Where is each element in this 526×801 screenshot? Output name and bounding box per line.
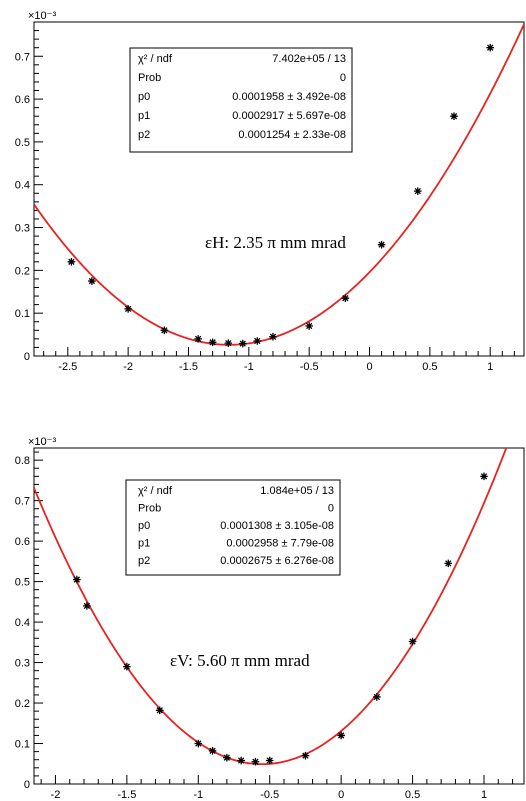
plot-frame (33, 21, 525, 357)
stats-box-frame (125, 479, 341, 576)
data-point (269, 332, 277, 341)
x-tick-label: -1 (193, 789, 203, 801)
data-point (67, 257, 76, 266)
fit-curve (34, 23, 524, 346)
y-tick-label: 0.3 (15, 658, 30, 670)
data-point (208, 747, 217, 755)
data-point (237, 756, 245, 765)
data-point (160, 326, 169, 335)
x-tick-label: -0.5 (300, 361, 319, 373)
chart-1: -2.5 -2 -1.5 -1 -0.5 0 0.5 1 0 0.1 0.2 0.3 0.4 0.5 0.6… (15, 10, 525, 373)
fit-curve (34, 448, 508, 766)
stats-box-frame (129, 47, 353, 153)
data-point (413, 187, 422, 195)
data-point (253, 337, 262, 345)
stats-value: 0.0002958 ± 7.79e-08 (226, 538, 334, 550)
stats-label: Prob (138, 72, 161, 84)
y-tick-label: 0.4 (15, 617, 30, 629)
data-point (224, 339, 233, 347)
data-point (194, 335, 202, 343)
data-point (480, 472, 488, 481)
data-point (408, 637, 417, 646)
y-tick-label: 0.6 (15, 94, 30, 106)
y-tick-label: 0.8 (15, 455, 30, 467)
stats-value: 1.084e+05 / 13 (260, 485, 334, 497)
data-point (251, 757, 260, 766)
data-point (123, 662, 131, 671)
stats-value: 0.0001308 ± 3.105e-08 (220, 520, 334, 532)
y-tick-label: 0.4 (15, 180, 30, 192)
x-tick-label: -1 (244, 361, 254, 373)
data-point (486, 43, 495, 52)
data-point (223, 753, 231, 762)
data-point (83, 602, 91, 610)
data-point (238, 339, 247, 348)
stats-label: p2 (138, 129, 150, 141)
data-point (73, 575, 81, 584)
y-tick-label: 0.7 (15, 51, 30, 63)
x-tick-label: -2.5 (58, 361, 77, 373)
data-point (341, 294, 350, 302)
x-tick-label: 0 (366, 361, 372, 373)
data-point (377, 240, 386, 249)
data-point (450, 112, 458, 121)
stats-box: χ² / ndf 1.084e+05 / 13 Prob 0 p0 0.0001308 ±… (125, 479, 341, 576)
stats-value: 0.0002675 ± 6.276e-08 (220, 555, 334, 567)
y-exponent-label: ×10⁻³ (28, 10, 56, 22)
stats-label: p0 (138, 520, 150, 532)
stats-box: χ² / ndf 7.402e+05 / 13 Prob 0 p0 0.0001958 ±… (129, 47, 353, 153)
y-tick-label: 0.5 (15, 577, 30, 589)
data-point (265, 756, 274, 765)
data-point (305, 322, 313, 330)
x-tick-label: 0 (338, 789, 344, 801)
x-tick-label: 0.5 (422, 361, 437, 373)
emittance-annotation: εH: 2.35 π mm mrad (205, 233, 346, 252)
y-tick-label: 0.1 (15, 739, 30, 751)
stats-value: 0.0001254 ± 2.33e-08 (238, 129, 346, 141)
stats-value: 7.402e+05 / 13 (272, 53, 346, 65)
data-point (194, 739, 203, 748)
y-tick-label: 0 (24, 779, 30, 791)
data-point (208, 338, 217, 347)
y-tick-label: 0.5 (15, 137, 30, 149)
stats-value: 0 (340, 72, 346, 84)
data-point (373, 693, 381, 701)
data-point (155, 706, 164, 715)
x-tick-label: -2 (51, 789, 61, 801)
x-tick-label: -1.5 (117, 789, 136, 801)
data-point (124, 305, 132, 313)
stats-label: p0 (138, 91, 150, 103)
y-tick-label: 0 (24, 351, 30, 363)
stats-label: p2 (138, 555, 150, 567)
stats-label: Prob (138, 503, 161, 515)
y-tick-label: 0.2 (15, 698, 30, 710)
data-point (444, 559, 453, 568)
emittance-annotation: εV: 5.60 π mm mrad (170, 651, 310, 670)
stats-label: p1 (138, 110, 150, 122)
data-point (88, 277, 96, 285)
y-tick-label: 0.3 (15, 223, 30, 235)
x-tick-label: -0.5 (260, 789, 279, 801)
y-tick-label: 0.2 (15, 265, 30, 277)
y-tick-label: 0.6 (15, 536, 30, 548)
x-tick-label: -2 (123, 361, 133, 373)
x-tick-label: 1 (487, 361, 493, 373)
y-tick-label: 0.7 (15, 496, 30, 508)
chart-2: -2 -1.5 -1 -0.5 0 0.5 1 0 0.1 0.2 0.3 0.4 0.5 0.6 0.7 0… (15, 436, 525, 801)
stats-value: 0.0002917 ± 5.697e-08 (232, 110, 346, 122)
x-tick-label: -1.5 (179, 361, 198, 373)
stats-label: χ² / ndf (138, 53, 173, 65)
y-tick-label: 0.1 (15, 308, 30, 320)
data-point (301, 751, 310, 760)
data-point (337, 731, 345, 740)
x-tick-label: 0.5 (405, 789, 420, 801)
stats-label: p1 (138, 538, 150, 550)
y-exponent-label: ×10⁻³ (28, 436, 56, 448)
stats-value: 0.0001958 ± 3.492e-08 (232, 91, 346, 103)
stats-label: χ² / ndf (138, 485, 173, 497)
x-tick-label: 1 (481, 789, 487, 801)
stats-value: 0 (328, 503, 334, 515)
plot-frame (33, 447, 525, 785)
